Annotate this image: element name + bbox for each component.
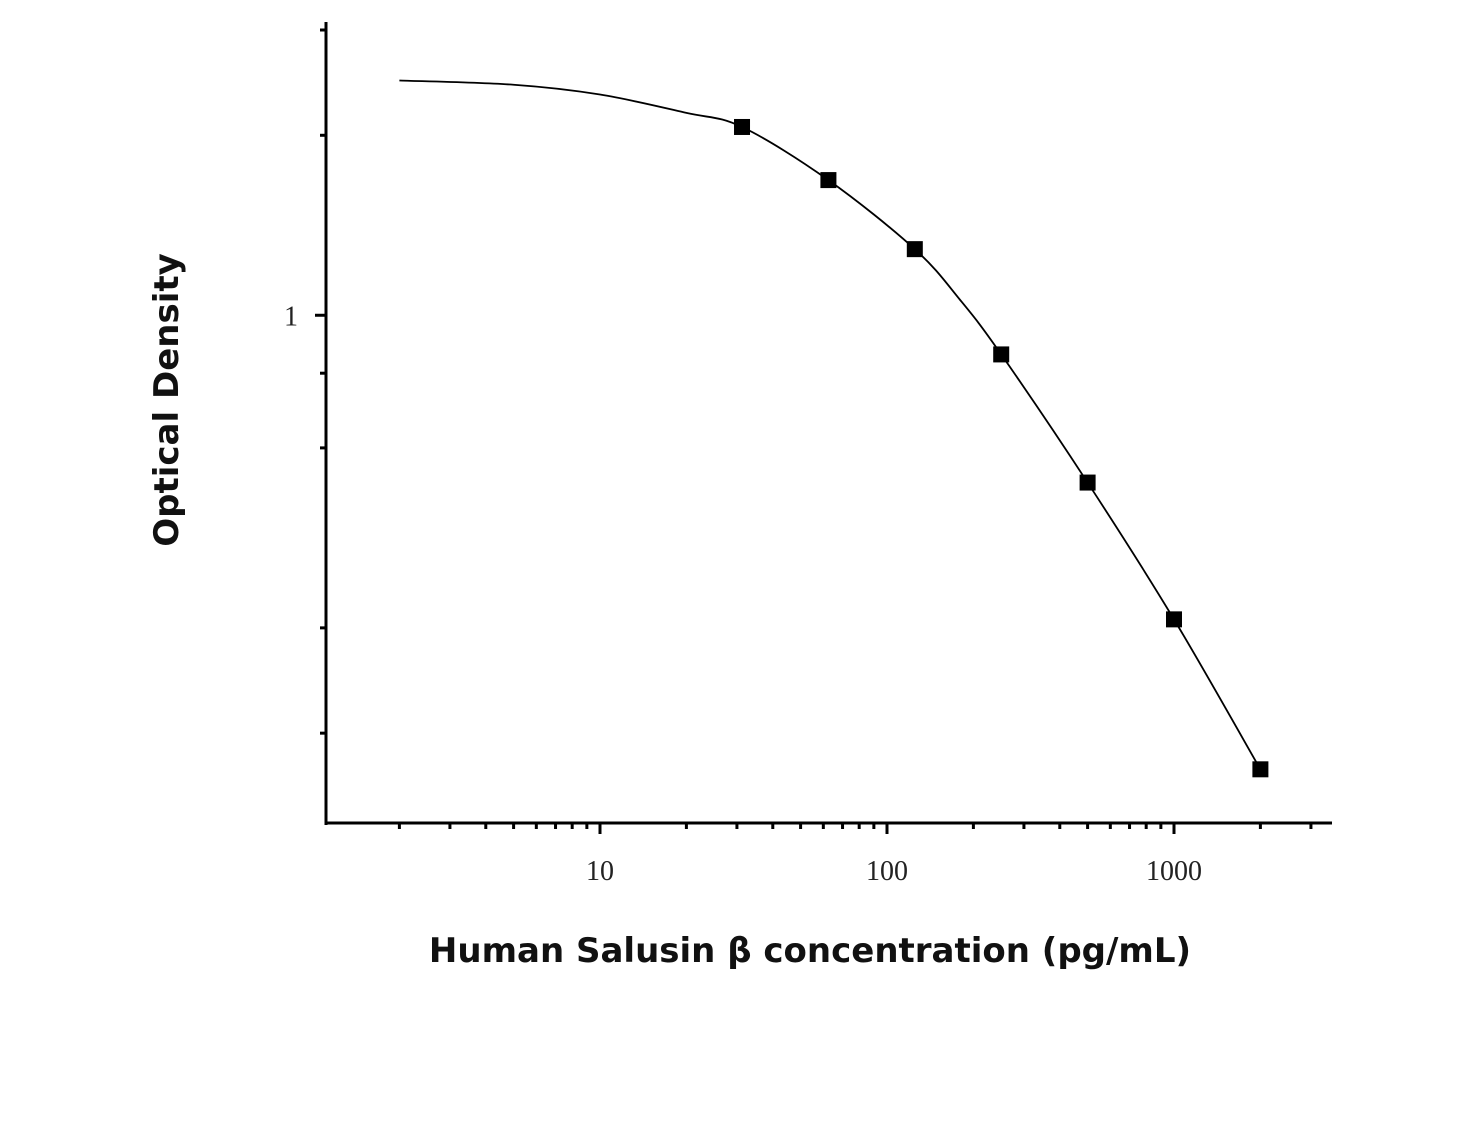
data-point bbox=[906, 241, 923, 258]
data-point bbox=[1079, 474, 1096, 491]
data-point bbox=[1252, 761, 1269, 778]
x-axis-label: Human Salusin β concentration (pg/mL) bbox=[429, 931, 1191, 971]
x-tick-label: 10 bbox=[586, 856, 614, 887]
data-point bbox=[820, 172, 837, 189]
data-point bbox=[993, 346, 1010, 363]
data-point bbox=[1165, 611, 1182, 628]
fit-curve bbox=[399, 79, 1262, 770]
y-axis-label: Optical Density bbox=[147, 253, 187, 547]
x-tick-label: 1000 bbox=[1146, 856, 1202, 887]
x-tick-label: 100 bbox=[866, 856, 908, 887]
data-point bbox=[734, 118, 751, 135]
y-tick-label: 1 bbox=[284, 301, 298, 332]
